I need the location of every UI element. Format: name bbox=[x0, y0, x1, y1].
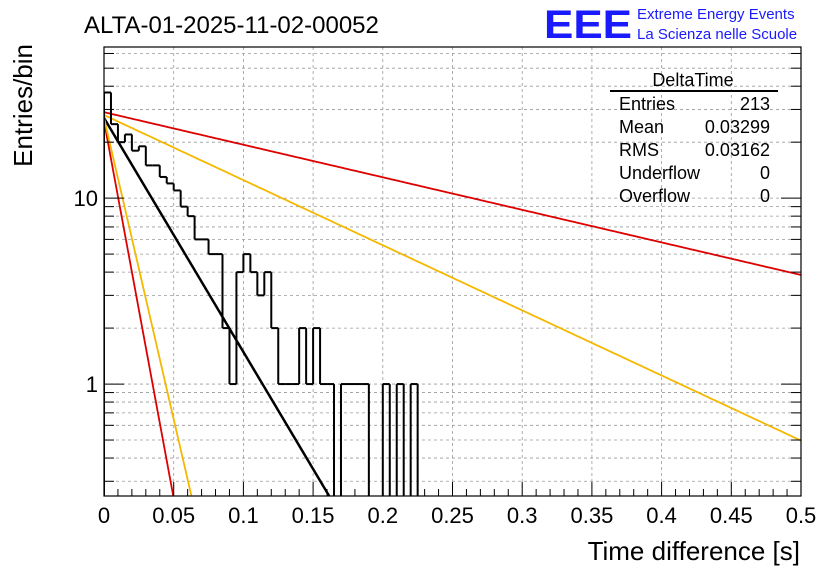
x-tick-label: 0.4 bbox=[646, 503, 677, 528]
x-tick-label: 0.15 bbox=[292, 503, 335, 528]
stats-value-entries: 213 bbox=[740, 94, 770, 114]
y-axis-label: Entries/bin bbox=[8, 44, 38, 167]
x-axis-label: Time difference [s] bbox=[588, 536, 800, 566]
axis-ticks bbox=[103, 52, 802, 496]
x-tick-label: 0.3 bbox=[507, 503, 538, 528]
eee-logo: EEE bbox=[544, 3, 632, 47]
x-tick-label: 0.2 bbox=[368, 503, 399, 528]
stats-label-mean: Mean bbox=[619, 117, 664, 137]
stats-label-entries: Entries bbox=[619, 94, 675, 114]
y-tick-label: 10 bbox=[74, 186, 98, 211]
x-tick-label: 0.05 bbox=[152, 503, 195, 528]
stats-value-mean: 0.03299 bbox=[705, 117, 770, 137]
fit-red-slow bbox=[104, 111, 801, 276]
stats-label-overflow: Overflow bbox=[619, 186, 691, 206]
x-tick-label: 0.1 bbox=[228, 503, 259, 528]
fit-orange-fast bbox=[104, 117, 193, 496]
logo-line-2: La Scienza nelle Scuole bbox=[637, 26, 797, 43]
x-tick-label: 0 bbox=[98, 503, 110, 528]
x-tick-label: 0.35 bbox=[570, 503, 613, 528]
logo-line-1: Extreme Energy Events bbox=[637, 6, 795, 23]
stats-value-underflow: 0 bbox=[760, 163, 770, 183]
stats-label-underflow: Underflow bbox=[619, 163, 701, 183]
y-tick-label: 1 bbox=[86, 372, 98, 397]
stats-label-rms: RMS bbox=[619, 140, 659, 160]
fit-curves bbox=[104, 111, 801, 496]
fit-orange-slow bbox=[104, 114, 801, 442]
stats-title: DeltaTime bbox=[652, 70, 733, 90]
histogram-bins bbox=[104, 91, 419, 496]
chart-title: ALTA-01-2025-11-02-00052 bbox=[84, 12, 379, 39]
x-tick-label: 0.45 bbox=[710, 503, 753, 528]
x-tick-label: 0.5 bbox=[786, 503, 817, 528]
tick-labels: 0 0.05 0.1 0.15 0.2 0.25 0.3 0.35 0.4 0.45 0.5 1 10 bbox=[74, 186, 817, 528]
stats-box: DeltaTime Entries 213 Mean 0.03299 RMS 0… bbox=[610, 70, 778, 206]
fit-red-fast bbox=[104, 120, 175, 496]
stats-value-overflow: 0 bbox=[760, 186, 770, 206]
stats-value-rms: 0.03162 bbox=[705, 140, 770, 160]
x-tick-label: 0.25 bbox=[431, 503, 474, 528]
